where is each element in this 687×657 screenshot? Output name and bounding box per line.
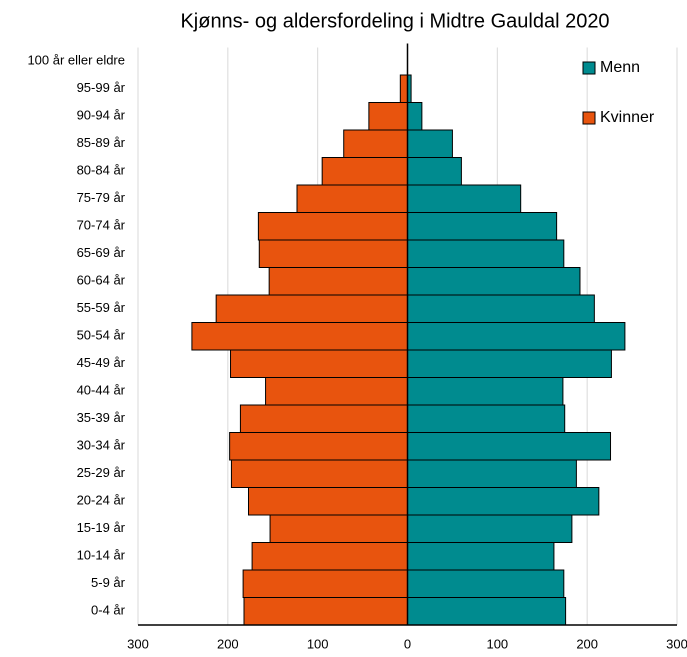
- bar: [407, 459, 577, 488]
- y-tick-label: 70-74 år: [77, 218, 126, 233]
- bar: [368, 102, 409, 131]
- bar: [407, 239, 565, 268]
- bar: [407, 487, 600, 516]
- legend-label: Kvinner: [600, 109, 655, 126]
- bar: [399, 74, 408, 103]
- y-tick-label: 65-69 år: [77, 245, 126, 260]
- y-tick-label: 30-34 år: [77, 438, 126, 453]
- bar: [191, 322, 408, 351]
- bar: [407, 432, 612, 461]
- bar: [407, 294, 595, 323]
- bar: [407, 184, 522, 213]
- bar: [230, 459, 408, 488]
- legend-swatch: [582, 61, 596, 75]
- bar: [247, 487, 408, 516]
- bar: [407, 377, 564, 406]
- bar: [215, 294, 408, 323]
- chart-title: Kjønns- og aldersfordeling i Midtre Gaul…: [180, 10, 609, 32]
- bar: [268, 267, 409, 296]
- x-tick-label: 200: [217, 636, 239, 651]
- y-tick-label: 85-89 år: [77, 135, 126, 150]
- bar: [407, 129, 453, 158]
- x-tick-label: 300: [127, 636, 149, 651]
- bar: [407, 514, 573, 543]
- y-tick-label: 20-24 år: [77, 493, 126, 508]
- y-tick-label: 10-14 år: [77, 548, 126, 563]
- bar: [296, 184, 409, 213]
- bar: [321, 157, 408, 186]
- bar: [230, 349, 408, 378]
- legend-swatch: [582, 111, 596, 125]
- y-tick-label: 75-79 år: [77, 190, 126, 205]
- bar: [251, 542, 408, 571]
- bar: [407, 322, 626, 351]
- y-tick-label: 100 år eller eldre: [27, 53, 125, 68]
- bar: [265, 377, 408, 406]
- bar: [229, 432, 408, 461]
- bar: [407, 102, 423, 131]
- bar: [258, 239, 408, 268]
- x-tick-label: 0: [404, 636, 411, 651]
- y-tick-label: 95-99 år: [77, 80, 126, 95]
- bar: [407, 349, 612, 378]
- bar: [407, 597, 567, 626]
- bar: [243, 597, 408, 626]
- x-tick-label: 100: [307, 636, 329, 651]
- x-tick-label: 300: [666, 636, 687, 651]
- bar: [239, 404, 408, 433]
- y-tick-label: 80-84 år: [77, 163, 126, 178]
- y-tick-label: 55-59 år: [77, 300, 126, 315]
- x-tick-label: 200: [576, 636, 598, 651]
- bar: [343, 129, 408, 158]
- bar: [269, 514, 408, 543]
- y-tick-label: 15-19 år: [77, 520, 126, 535]
- bar: [242, 569, 408, 598]
- y-tick-label: 40-44 år: [77, 383, 126, 398]
- x-tick-label: 100: [486, 636, 508, 651]
- bar: [407, 569, 565, 598]
- y-tick-label: 0-4 år: [91, 603, 126, 618]
- bar: [257, 212, 409, 241]
- bar: [407, 267, 581, 296]
- y-tick-label: 5-9 år: [91, 575, 126, 590]
- y-tick-label: 60-64 år: [77, 273, 126, 288]
- y-tick-label: 35-39 år: [77, 410, 126, 425]
- y-tick-label: 50-54 år: [77, 328, 126, 343]
- bar: [407, 542, 555, 571]
- bar: [407, 157, 462, 186]
- y-tick-label: 45-49 år: [77, 355, 126, 370]
- y-tick-label: 25-29 år: [77, 465, 126, 480]
- legend-label: Menn: [600, 59, 640, 76]
- bar: [407, 404, 566, 433]
- bar: [407, 212, 558, 241]
- y-tick-label: 90-94 år: [77, 108, 126, 123]
